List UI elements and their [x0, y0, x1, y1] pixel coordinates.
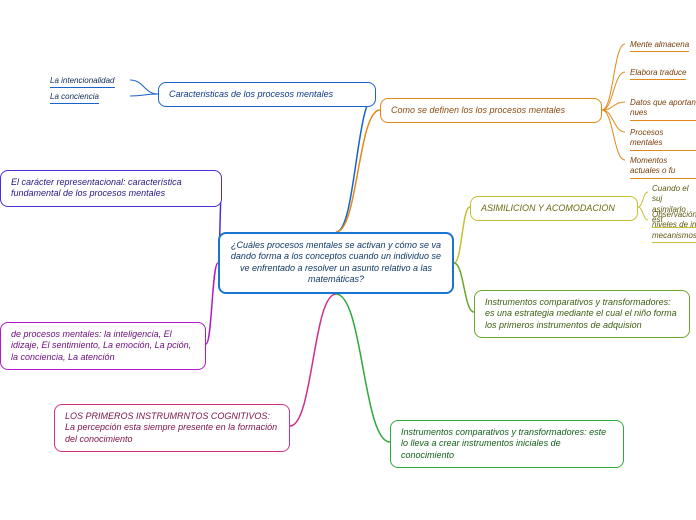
branch-rep[interactable]: El carácter representacional: caracterís… — [0, 170, 222, 207]
edge-pri — [290, 294, 336, 426]
branch-pri[interactable]: LOS PRIMEROS INSTRUMRNTOS COGNITIVOS: La… — [54, 404, 290, 452]
leaf-2[interactable]: Mente almacena — [630, 40, 689, 52]
edge-in1 — [454, 263, 474, 312]
edge-def — [336, 110, 380, 232]
edge-asi — [454, 207, 470, 263]
bracket-car — [130, 94, 158, 96]
branch-def[interactable]: Como se definen los los procesos mentale… — [380, 98, 602, 123]
central-topic[interactable]: ¿Cuáles procesos mentales se activan y c… — [218, 232, 454, 294]
bracket-asi — [638, 207, 648, 220]
bracket-car — [130, 80, 158, 94]
edge-car — [336, 94, 376, 232]
leaf-6[interactable]: Momentos actuales o fu — [630, 156, 696, 179]
edge-tip — [206, 263, 218, 344]
branch-tip[interactable]: de procesos mentales: la inteligencia, E… — [0, 322, 206, 370]
leaf-1[interactable]: La conciencia — [50, 92, 99, 104]
leaf-4[interactable]: Datos que aportan nues — [630, 98, 696, 121]
branch-car[interactable]: Caracteristicas de los procesos mentales — [158, 82, 376, 107]
branch-in2[interactable]: Instrumentos comparativos y transformado… — [390, 420, 624, 468]
leaf-5[interactable]: Procesos mentales — [630, 128, 696, 151]
bracket-def — [602, 44, 625, 110]
edge-in2 — [336, 294, 390, 442]
leaf-0[interactable]: La intencionalidad — [50, 76, 115, 88]
leaf-3[interactable]: Elabora traduce — [630, 68, 686, 80]
bracket-asi — [638, 192, 648, 207]
bracket-def — [602, 110, 625, 160]
leaf-8[interactable]: Observación: niveles de int mecanismos — [652, 210, 696, 243]
branch-asi[interactable]: ASIMILICION Y ACOMODACION — [470, 196, 638, 221]
bracket-def — [602, 110, 625, 132]
branch-in1[interactable]: Instrumentos comparativos y transformado… — [474, 290, 690, 338]
